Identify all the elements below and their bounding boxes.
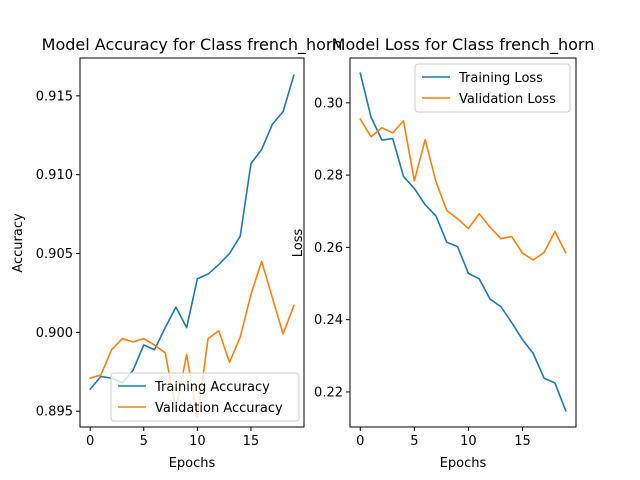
- accuracy-legend-box: [110, 372, 300, 422]
- accuracy-plot-frame: [79, 57, 305, 428]
- legend-label-training-accuracy: Training Accuracy: [154, 380, 270, 395]
- accuracy-legend: Training Accuracy Validation Accuracy: [110, 372, 300, 422]
- legend-label-validation-loss: Validation Loss: [459, 92, 556, 107]
- accuracy-y-tick-label: 0.915: [36, 89, 73, 104]
- accuracy-x-tick-label: 10: [189, 434, 206, 449]
- series-line-training-loss: [359, 72, 567, 412]
- loss-y-tick-label: 0.30: [314, 96, 343, 111]
- loss-chart-title: Model Loss for Class french_horn: [332, 35, 595, 55]
- legend-label-validation-accuracy: Validation Accuracy: [155, 401, 283, 416]
- loss-chart: Model Loss for Class french_horn Epochs …: [291, 35, 594, 471]
- loss-series-lines: [359, 72, 567, 412]
- loss-y-axis-label: Loss: [291, 229, 306, 258]
- loss-legend-box: [414, 63, 571, 113]
- loss-y-tick-label: 0.22: [314, 385, 343, 400]
- loss-x-tick-label: 15: [514, 434, 531, 449]
- accuracy-y-axis-label: Accuracy: [11, 213, 26, 273]
- loss-ticks: 0 5 10 15 0.22 0.24 0.26 0.28 0.30: [314, 96, 531, 449]
- accuracy-y-tick-label: 0.905: [36, 247, 73, 262]
- accuracy-chart: Model Accuracy for Class french_horn Epo…: [11, 35, 342, 471]
- loss-x-axis-label: Epochs: [440, 456, 487, 471]
- accuracy-y-tick-label: 0.895: [36, 405, 73, 420]
- loss-y-tick-label: 0.26: [314, 241, 343, 256]
- accuracy-ticks: 0 5 10 15 0.895 0.900 0.905 0.910 0.915: [36, 89, 259, 449]
- accuracy-y-tick-label: 0.910: [36, 168, 73, 183]
- accuracy-x-tick-label: 0: [86, 434, 94, 449]
- loss-y-tick-label: 0.24: [314, 313, 343, 328]
- series-line-validation-loss: [359, 117, 567, 261]
- accuracy-x-tick-label: 15: [243, 434, 260, 449]
- accuracy-x-axis-label: Epochs: [169, 456, 216, 471]
- loss-plot-frame: [349, 57, 577, 428]
- loss-legend: Training Loss Validation Loss: [414, 63, 571, 113]
- accuracy-chart-title: Model Accuracy for Class french_horn: [42, 35, 343, 55]
- loss-x-tick-label: 10: [460, 434, 477, 449]
- loss-x-tick-label: 0: [356, 434, 364, 449]
- accuracy-y-tick-label: 0.900: [36, 326, 73, 341]
- loss-y-tick-label: 0.28: [314, 169, 343, 184]
- loss-x-tick-label: 5: [410, 434, 418, 449]
- legend-label-training-loss: Training Loss: [458, 71, 543, 86]
- accuracy-x-tick-label: 5: [140, 434, 148, 449]
